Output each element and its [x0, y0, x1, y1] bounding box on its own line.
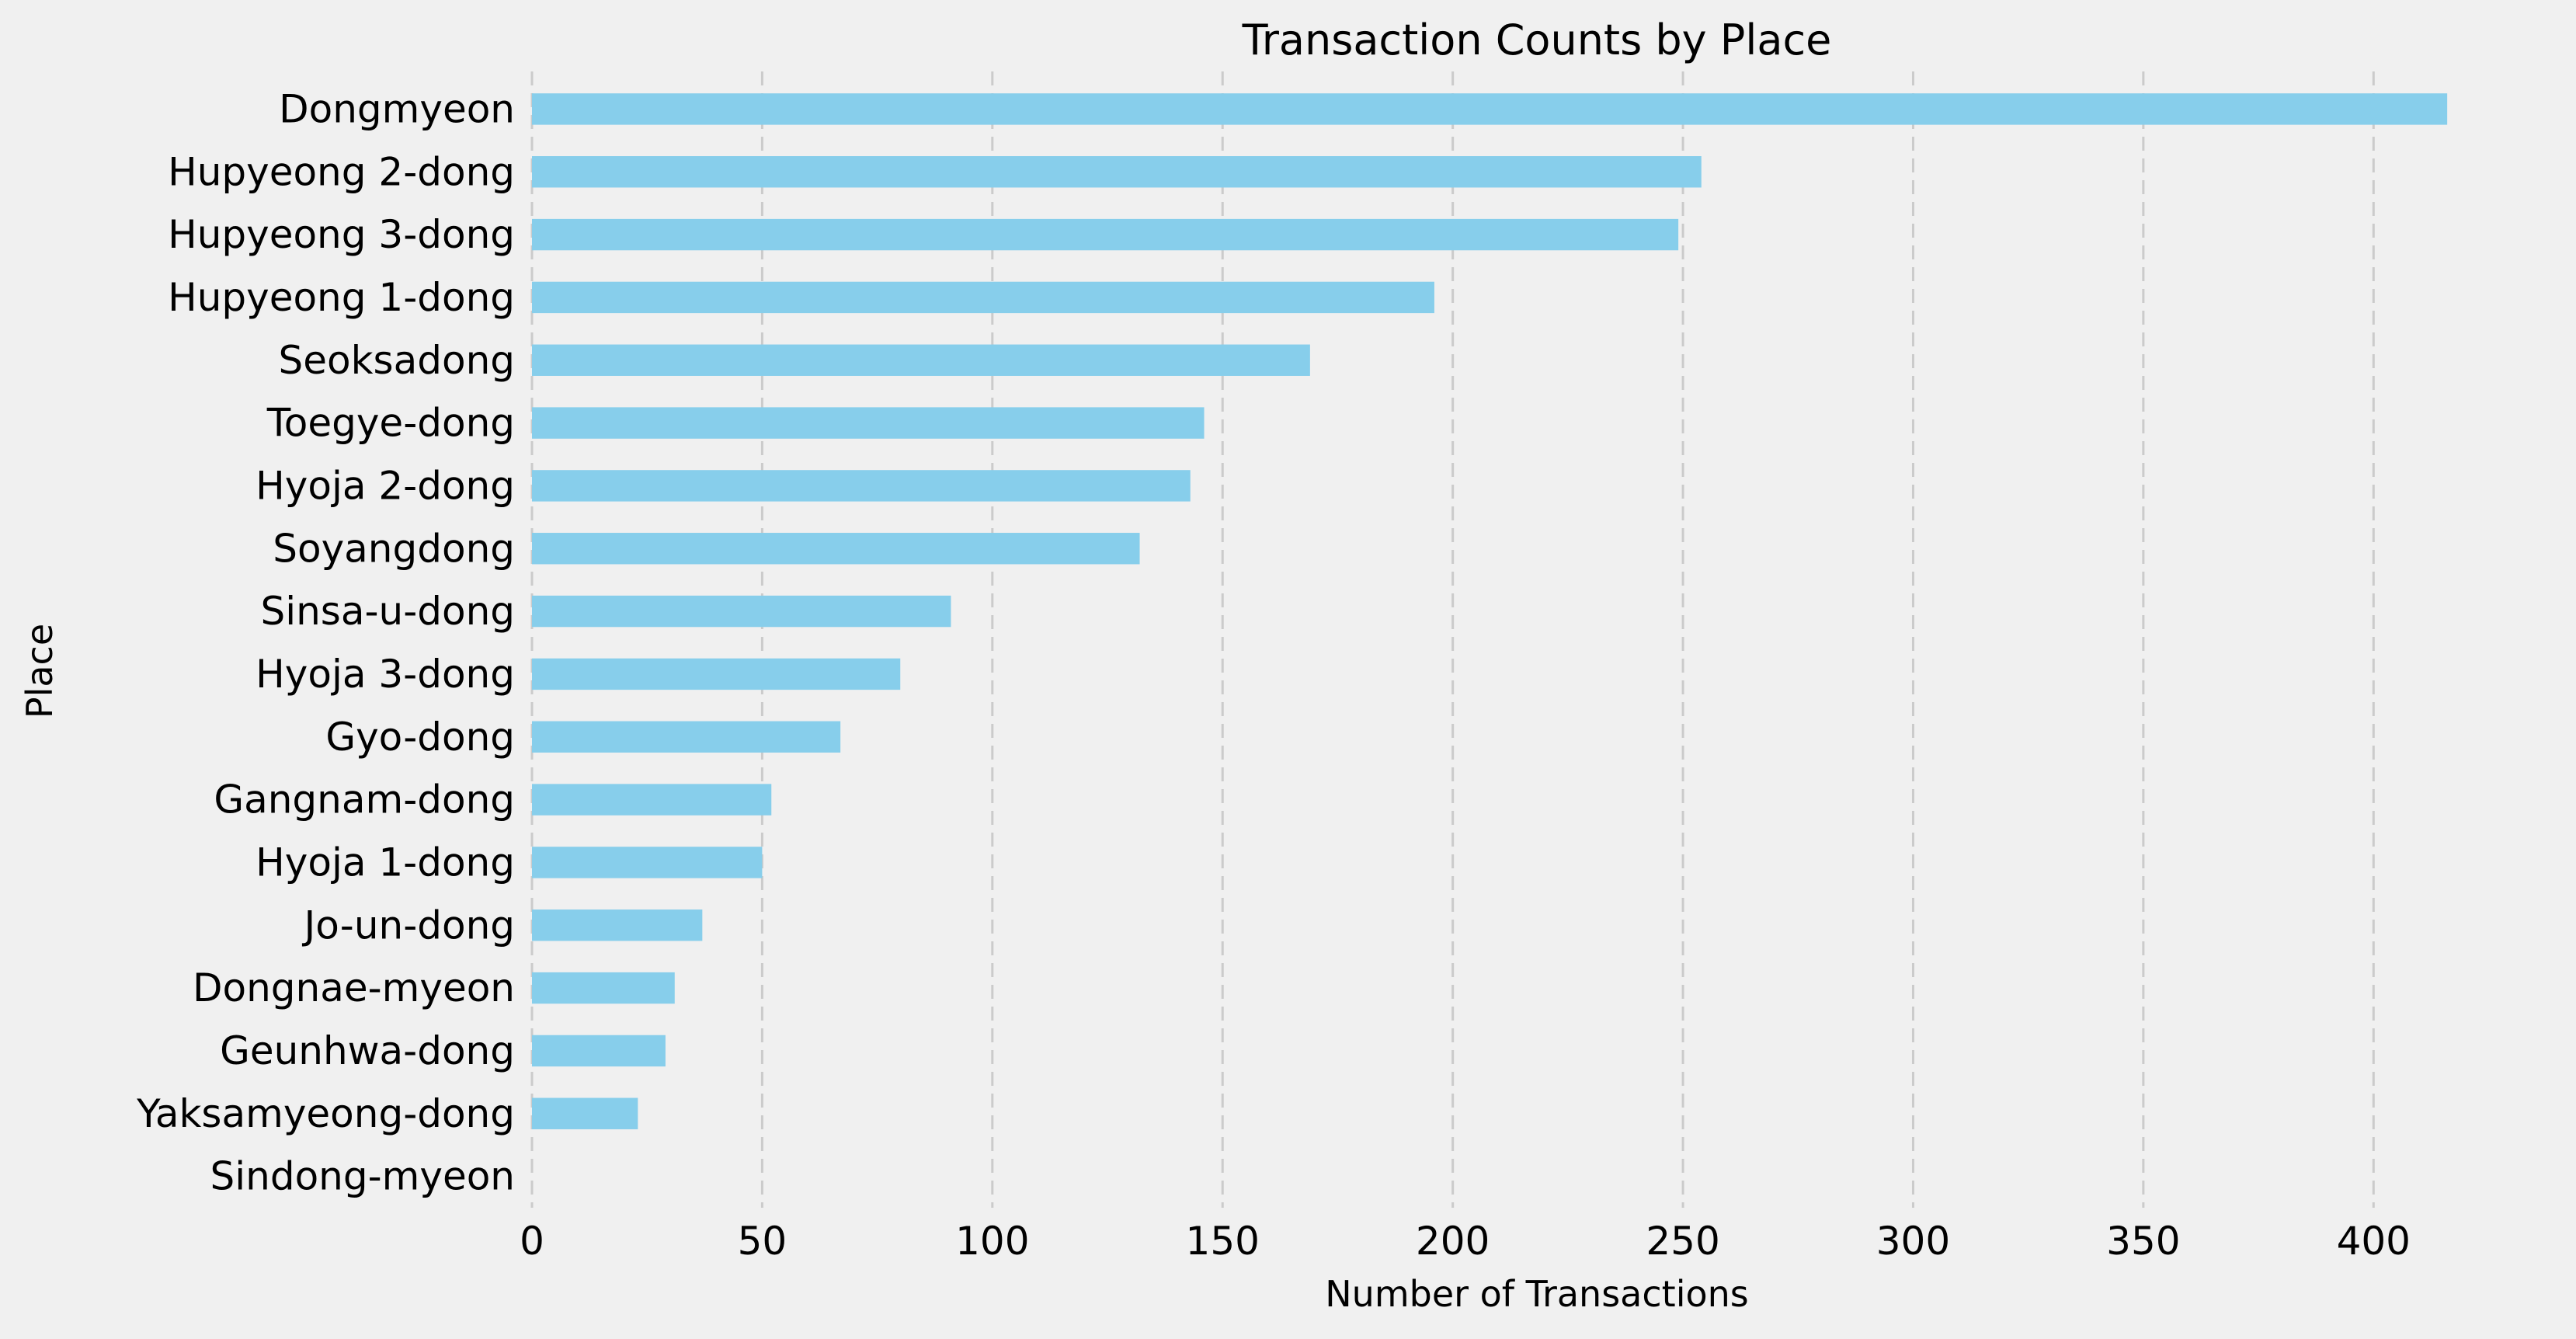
- bar: [532, 470, 1191, 502]
- y-tick-label: Hupyeong 1-dong: [168, 275, 515, 320]
- grid-lines: [530, 71, 2375, 1208]
- y-tick-labels: Dongmyeon Hupyeong 2-dong Hupyeong 3-dong H…: [136, 86, 515, 1198]
- y-tick-label: Gangnam-dong: [214, 777, 515, 823]
- y-tick-label: Hupyeong 2-dong: [168, 149, 515, 194]
- y-tick-label: Geunhwa-dong: [220, 1028, 515, 1073]
- x-tick-label: 250: [1646, 1219, 1719, 1264]
- bar: [532, 658, 901, 690]
- bar: [532, 909, 703, 941]
- x-tick-labels: 0 50 100 150 200 250 300 350 400: [520, 1219, 2411, 1264]
- bar: [532, 407, 1205, 439]
- y-tick-label: Hyoja 3-dong: [256, 652, 515, 697]
- bar: [532, 1035, 666, 1067]
- bar: [532, 784, 772, 816]
- bar: [532, 972, 675, 1004]
- y-tick-label: Seoksadong: [279, 338, 516, 383]
- bar: [532, 156, 1702, 188]
- x-tick-label: 0: [520, 1219, 544, 1264]
- x-tick-label: 300: [1876, 1219, 1950, 1264]
- x-axis-label: Number of Transactions: [1325, 1273, 1749, 1315]
- bar: [532, 533, 1140, 565]
- x-tick-label: 150: [1186, 1219, 1260, 1264]
- chart-title: Transaction Counts by Place: [1242, 16, 1832, 64]
- y-axis-label: Place: [19, 624, 61, 718]
- y-tick-label: Soyangdong: [273, 526, 515, 571]
- y-tick-label: Jo-un-dong: [302, 903, 515, 948]
- bar: [532, 281, 1434, 314]
- x-tick-label: 200: [1416, 1219, 1490, 1264]
- x-tick-label: 350: [2106, 1219, 2180, 1264]
- y-tick-label: Yaksamyeong-dong: [136, 1091, 515, 1136]
- bar: [532, 218, 1679, 251]
- y-tick-label: Sinsa-u-dong: [260, 589, 515, 634]
- y-tick-label: Gyo-dong: [325, 715, 515, 760]
- y-tick-label: Hyoja 1-dong: [256, 840, 515, 885]
- y-tick-label: Dongmyeon: [279, 86, 515, 131]
- x-tick-label: 100: [955, 1219, 1029, 1264]
- bar: [532, 93, 2448, 125]
- bar: [532, 847, 763, 878]
- y-tick-label: Hyoja 2-dong: [256, 463, 515, 508]
- y-tick-label: Hupyeong 3-dong: [168, 212, 515, 257]
- y-tick-label: Dongnae-myeon: [193, 965, 515, 1010]
- bar: [532, 1097, 638, 1129]
- bar: [532, 344, 1310, 376]
- x-tick-label: 400: [2337, 1219, 2411, 1264]
- y-tick-label: Toegye-dong: [266, 401, 515, 446]
- bar: [532, 595, 951, 628]
- y-tick-label: Sindong-myeon: [210, 1154, 515, 1199]
- bars: [532, 93, 2448, 1129]
- x-tick-label: 50: [738, 1219, 787, 1264]
- bar: [532, 721, 841, 753]
